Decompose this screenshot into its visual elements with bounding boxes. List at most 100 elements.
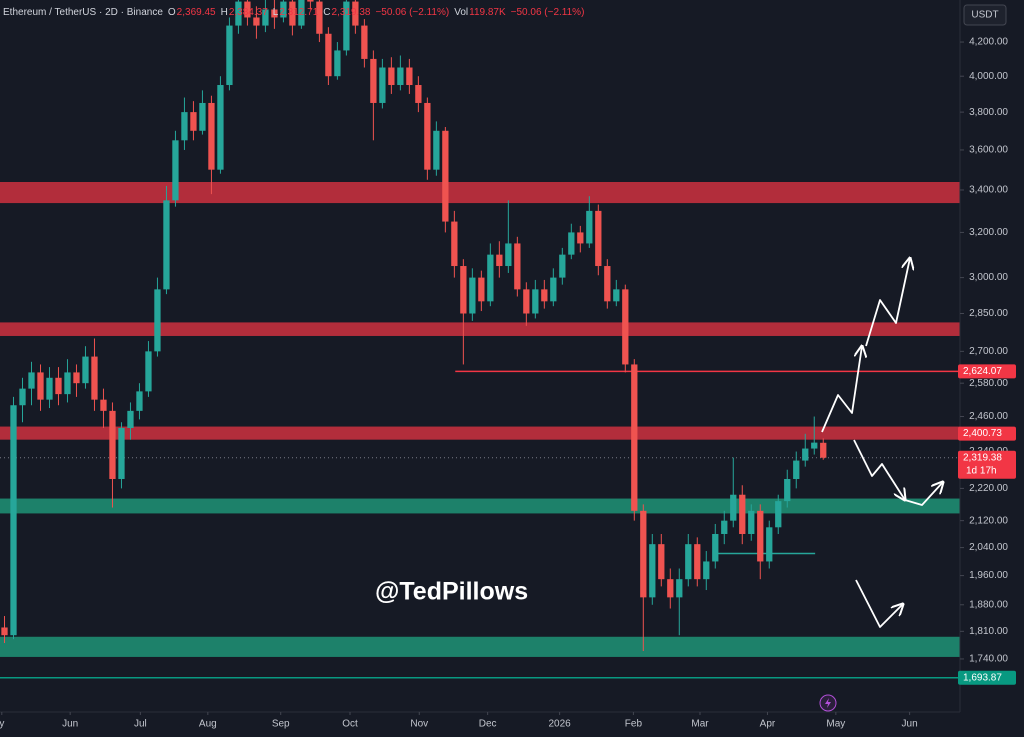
- candle-body: [406, 67, 413, 86]
- zone: [0, 636, 960, 657]
- candle-body: [1, 627, 8, 636]
- x-tick-label: Jun: [62, 719, 78, 730]
- y-tick-label: 2,460.00: [969, 411, 1008, 422]
- candle-body: [433, 130, 440, 170]
- candle-body: [559, 254, 566, 278]
- candle-body: [424, 102, 431, 170]
- candle-body: [748, 510, 755, 534]
- candle-body: [532, 289, 539, 314]
- y-tick-label: 3,000.00: [969, 272, 1008, 283]
- candle-body: [397, 67, 404, 86]
- candle-body: [181, 112, 188, 141]
- y-tick-label: 2,580.00: [969, 378, 1008, 389]
- candle-body: [595, 210, 602, 267]
- header: Ethereum / TetherUS · 2D · Binance O2,369…: [3, 7, 584, 18]
- currency-label[interactable]: USDT: [971, 10, 998, 21]
- x-tick-label: Oct: [342, 719, 358, 730]
- y-tick-label: 1,960.00: [969, 570, 1008, 581]
- x-tick-label: Mar: [691, 719, 709, 730]
- candle-body: [496, 254, 503, 267]
- y-tick-label: 1,880.00: [969, 599, 1008, 610]
- y-tick-label: 4,200.00: [969, 37, 1008, 48]
- header-key: H: [221, 7, 228, 18]
- candle-body: [55, 377, 62, 395]
- candle-body: [757, 510, 764, 562]
- candle-body: [316, 1, 323, 34]
- candle-body: [775, 501, 782, 528]
- candle-body: [298, 0, 305, 26]
- candle-body: [550, 277, 557, 302]
- header-value: −50.06 (−2.11%): [375, 7, 449, 18]
- candle-body: [577, 232, 584, 244]
- x-tick-label: Apr: [760, 719, 776, 730]
- x-tick-label: y: [0, 719, 4, 730]
- x-tick-label: Nov: [410, 719, 428, 730]
- countdown: 1d 17h: [966, 465, 997, 476]
- y-tick-label: 1,740.00: [969, 654, 1008, 665]
- candle-body: [82, 356, 89, 384]
- candle-body: [739, 494, 746, 534]
- candle-body: [379, 67, 386, 103]
- candle-body: [10, 405, 17, 636]
- candle-body: [64, 372, 71, 395]
- candle-body: [685, 544, 692, 580]
- header-value: 2,312.71: [279, 7, 318, 18]
- candle-body: [766, 527, 773, 562]
- currency-button[interactable]: [963, 4, 1007, 26]
- candle-body: [217, 85, 224, 170]
- candle-body: [334, 50, 341, 77]
- price-tag: [958, 670, 1016, 685]
- y-tick-label: 1,810.00: [969, 626, 1008, 637]
- candle-body: [442, 130, 449, 222]
- candle-body: [523, 289, 530, 314]
- header-value: 2,369.45: [177, 7, 216, 18]
- candle-body: [793, 460, 800, 479]
- candle-body: [46, 377, 53, 400]
- candle-body: [478, 277, 485, 302]
- candle-body: [343, 1, 350, 51]
- candle-body: [199, 102, 206, 131]
- candle-body: [136, 391, 143, 411]
- candle-body: [208, 102, 215, 170]
- candle-body: [100, 399, 107, 411]
- price-tag-label: 2,624.07: [963, 366, 1002, 377]
- y-tick-label: 2,040.00: [969, 542, 1008, 553]
- arrow: [865, 258, 910, 347]
- y-tick-label: 3,400.00: [969, 185, 1008, 196]
- price-tag: [958, 426, 1016, 441]
- candle-body: [226, 25, 233, 86]
- zone: [0, 322, 960, 336]
- candle-body: [190, 112, 197, 131]
- candle-body: [613, 289, 620, 302]
- arrow: [904, 482, 943, 506]
- x-tick-label: Jun: [902, 719, 918, 730]
- candle-body: [325, 33, 332, 77]
- candle-body: [784, 478, 791, 502]
- header-value: 2,384.37: [229, 7, 268, 18]
- x-tick-label: May: [826, 719, 845, 730]
- y-tick-label: 3,800.00: [969, 107, 1008, 118]
- candle-body: [505, 243, 512, 267]
- candle-body: [451, 221, 458, 267]
- candle-body: [244, 1, 251, 18]
- candle-body: [487, 254, 494, 302]
- zone: [0, 181, 960, 204]
- candle-body: [37, 372, 44, 400]
- price-tag-label: 1,693.87: [963, 672, 1002, 683]
- x-tick-label: Dec: [479, 719, 497, 730]
- zone: [0, 426, 960, 440]
- y-tick-label: 3,200.00: [969, 227, 1008, 238]
- candle-body: [91, 356, 98, 400]
- candle-body: [370, 58, 377, 103]
- candle-body: [667, 579, 674, 598]
- arrow: [853, 439, 905, 500]
- y-tick-label: 2,850.00: [969, 308, 1008, 319]
- header-key: O: [168, 7, 176, 18]
- scenario-arrows: [821, 258, 943, 628]
- header-key: L: [273, 7, 279, 18]
- candle-body: [289, 1, 296, 26]
- header-value: 119.87K: [469, 7, 506, 18]
- y-tick-label: 2,220.00: [969, 483, 1008, 494]
- candle-body: [460, 266, 467, 314]
